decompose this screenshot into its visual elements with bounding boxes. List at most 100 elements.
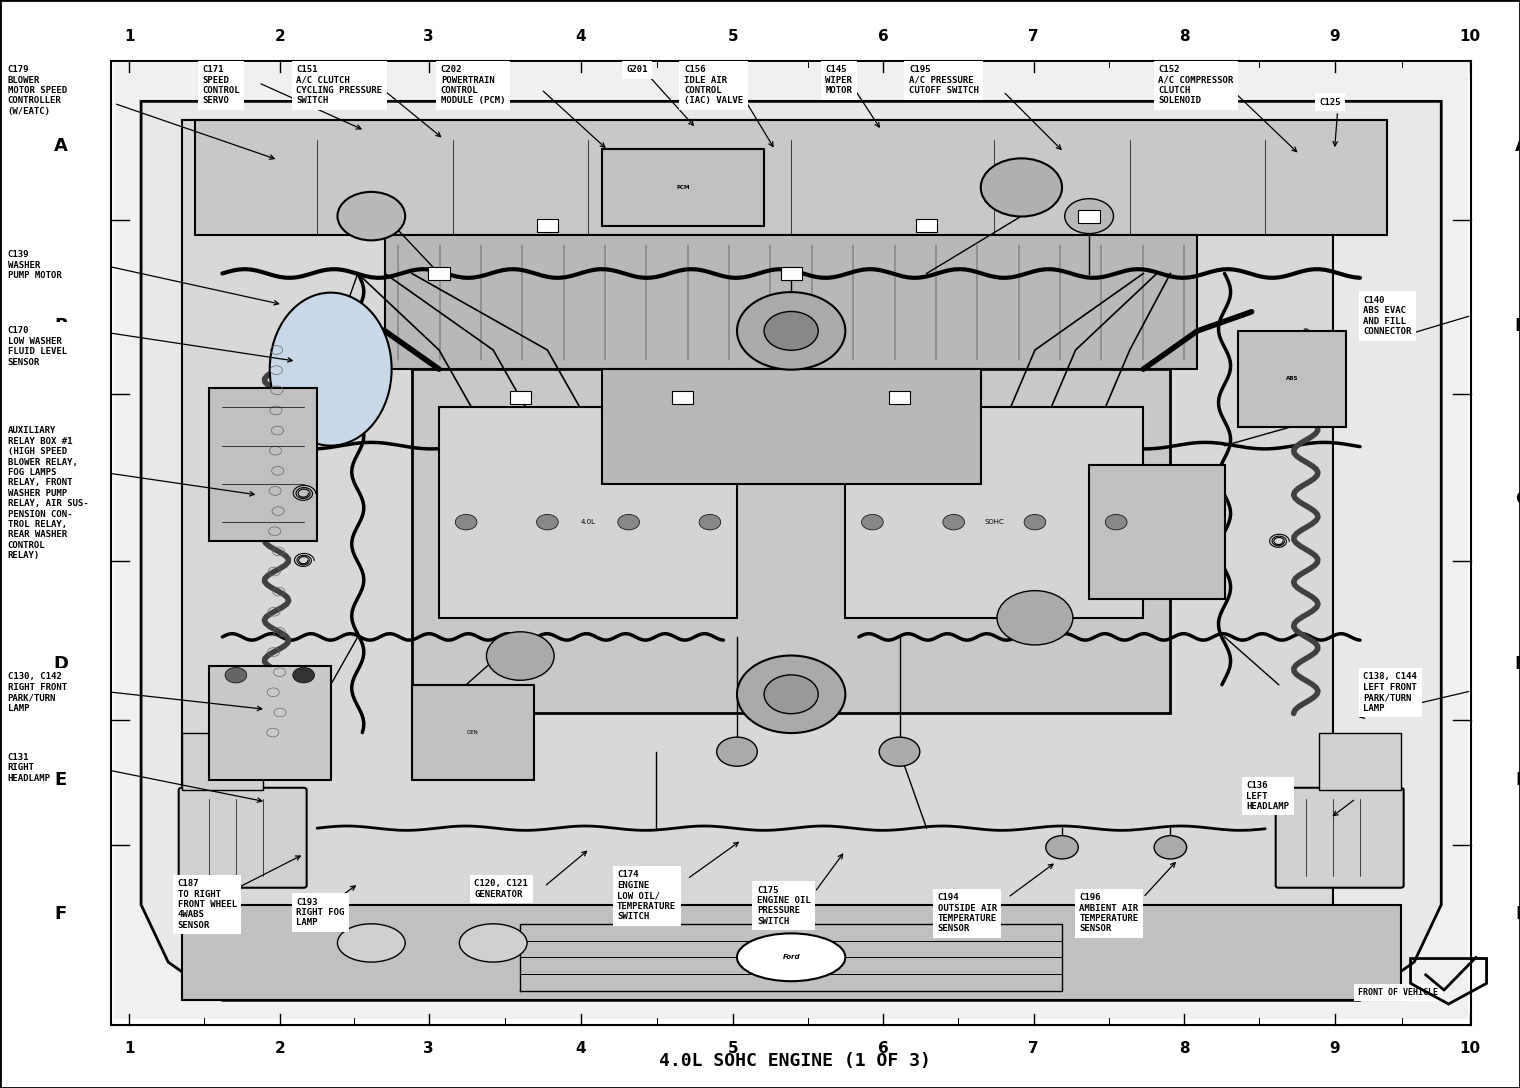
Text: 6: 6 xyxy=(877,1041,889,1056)
Text: C136
LEFT
HEADLAMP: C136 LEFT HEADLAMP xyxy=(1246,781,1289,811)
Bar xyxy=(208,666,331,780)
Bar xyxy=(412,369,1170,714)
Bar xyxy=(509,392,530,405)
Bar xyxy=(182,121,1333,924)
Text: E: E xyxy=(1515,771,1520,789)
Text: 8: 8 xyxy=(1180,29,1189,45)
Bar xyxy=(182,905,1400,1000)
Bar xyxy=(1090,465,1225,598)
Text: 1: 1 xyxy=(125,1041,134,1056)
Circle shape xyxy=(716,738,757,766)
Circle shape xyxy=(699,515,720,530)
Text: C152
A/C COMPRESSOR
CLUTCH
SOLENOID: C152 A/C COMPRESSOR CLUTCH SOLENOID xyxy=(1158,65,1234,106)
FancyBboxPatch shape xyxy=(1275,788,1403,888)
Text: 8: 8 xyxy=(1180,1041,1189,1056)
Text: C175
ENGINE OIL
PRESSURE
SWITCH: C175 ENGINE OIL PRESSURE SWITCH xyxy=(757,886,810,926)
Bar xyxy=(845,407,1143,618)
Text: C156
IDLE AIR
CONTROL
(IAC) VALVE: C156 IDLE AIR CONTROL (IAC) VALVE xyxy=(684,65,743,106)
Circle shape xyxy=(456,515,477,530)
Text: 2: 2 xyxy=(274,1041,286,1056)
Text: C195
A/C PRESSURE
CUTOFF SWITCH: C195 A/C PRESSURE CUTOFF SWITCH xyxy=(909,65,979,95)
Circle shape xyxy=(765,311,818,350)
Text: C: C xyxy=(1515,491,1520,508)
Bar xyxy=(602,149,765,225)
Text: 7: 7 xyxy=(1029,29,1038,45)
Text: 6: 6 xyxy=(877,29,889,45)
Text: Ford: Ford xyxy=(783,954,800,961)
Bar xyxy=(412,684,534,780)
Text: F: F xyxy=(55,905,67,923)
Text: C138, C144
LEFT FRONT
PARK/TURN
LAMP: C138, C144 LEFT FRONT PARK/TURN LAMP xyxy=(1363,672,1417,713)
Ellipse shape xyxy=(459,924,527,962)
Text: A: A xyxy=(53,137,68,154)
Circle shape xyxy=(997,591,1073,645)
Bar xyxy=(195,121,1388,235)
Text: B: B xyxy=(55,318,67,335)
Circle shape xyxy=(617,515,640,530)
Text: FRONT OF VEHICLE: FRONT OF VEHICLE xyxy=(1359,988,1438,997)
Polygon shape xyxy=(141,101,1441,1000)
Circle shape xyxy=(737,655,845,733)
Bar xyxy=(1239,331,1347,426)
Text: C196
AMBIENT AIR
TEMPERATURE
SENSOR: C196 AMBIENT AIR TEMPERATURE SENSOR xyxy=(1079,893,1138,934)
Text: C194
OUTSIDE AIR
TEMPERATURE
SENSOR: C194 OUTSIDE AIR TEMPERATURE SENSOR xyxy=(938,893,997,934)
Circle shape xyxy=(737,292,845,370)
Bar xyxy=(602,369,980,484)
Circle shape xyxy=(1105,515,1126,530)
Text: C139
WASHER
PUMP MOTOR: C139 WASHER PUMP MOTOR xyxy=(8,250,61,280)
Bar xyxy=(1079,210,1100,223)
Circle shape xyxy=(879,738,920,766)
Circle shape xyxy=(1154,836,1187,858)
Bar xyxy=(917,219,938,232)
Circle shape xyxy=(1024,515,1046,530)
Circle shape xyxy=(1064,199,1114,234)
Text: C170
LOW WASHER
FLUID LEVEL
SENSOR: C170 LOW WASHER FLUID LEVEL SENSOR xyxy=(8,326,67,367)
Text: 10: 10 xyxy=(1459,1041,1480,1056)
Ellipse shape xyxy=(737,934,845,981)
Text: E: E xyxy=(55,771,67,789)
Text: D: D xyxy=(53,655,68,672)
Text: C193
RIGHT FOG
LAMP: C193 RIGHT FOG LAMP xyxy=(296,898,345,927)
Circle shape xyxy=(942,515,965,530)
Text: C187
TO RIGHT
FRONT WHEEL
4WABS
SENSOR: C187 TO RIGHT FRONT WHEEL 4WABS SENSOR xyxy=(178,879,237,930)
Text: 7: 7 xyxy=(1029,1041,1038,1056)
Text: 4.0L SOHC ENGINE (1 OF 3): 4.0L SOHC ENGINE (1 OF 3) xyxy=(660,1052,930,1070)
Circle shape xyxy=(862,515,883,530)
Bar xyxy=(781,267,803,280)
Text: 4.0L: 4.0L xyxy=(581,519,596,526)
FancyBboxPatch shape xyxy=(179,788,307,888)
Text: A: A xyxy=(1514,137,1520,154)
Ellipse shape xyxy=(269,293,392,446)
Text: 1: 1 xyxy=(125,29,134,45)
Text: D: D xyxy=(1514,655,1520,672)
Circle shape xyxy=(980,159,1062,217)
Text: ABS: ABS xyxy=(1286,376,1298,381)
Text: PCM: PCM xyxy=(676,185,690,190)
Circle shape xyxy=(486,632,555,680)
Text: 2: 2 xyxy=(274,29,286,45)
Text: C179
BLOWER
MOTOR SPEED
CONTROLLER
(W/EATC): C179 BLOWER MOTOR SPEED CONTROLLER (W/EA… xyxy=(8,65,67,116)
Bar xyxy=(111,61,1471,1025)
Text: AUXILIARY
RELAY BOX #1
(HIGH SPEED
BLOWER RELAY,
FOG LAMPS
RELAY, FRONT
WASHER P: AUXILIARY RELAY BOX #1 (HIGH SPEED BLOWE… xyxy=(8,426,88,560)
Bar xyxy=(439,407,737,618)
Text: B: B xyxy=(1515,318,1520,335)
Circle shape xyxy=(690,431,730,460)
Bar xyxy=(208,388,318,542)
Text: GEN: GEN xyxy=(467,730,479,735)
Bar xyxy=(537,219,558,232)
Text: C131
RIGHT
HEADLAMP: C131 RIGHT HEADLAMP xyxy=(8,753,50,782)
Text: C125: C125 xyxy=(1319,98,1341,107)
Text: C171
SPEED
CONTROL
SERVO: C171 SPEED CONTROL SERVO xyxy=(202,65,240,106)
Text: 4: 4 xyxy=(576,1041,585,1056)
Bar xyxy=(889,392,910,405)
Bar xyxy=(182,732,263,790)
Text: 3: 3 xyxy=(424,29,433,45)
Bar xyxy=(114,63,1468,1019)
Text: 9: 9 xyxy=(1330,1041,1339,1056)
Circle shape xyxy=(293,667,315,683)
Text: C202
POWERTRAIN
CONTROL
MODULE (PCM): C202 POWERTRAIN CONTROL MODULE (PCM) xyxy=(441,65,505,106)
Text: C: C xyxy=(55,491,67,508)
Bar xyxy=(385,235,1198,369)
Circle shape xyxy=(537,515,558,530)
Text: 4: 4 xyxy=(576,29,585,45)
